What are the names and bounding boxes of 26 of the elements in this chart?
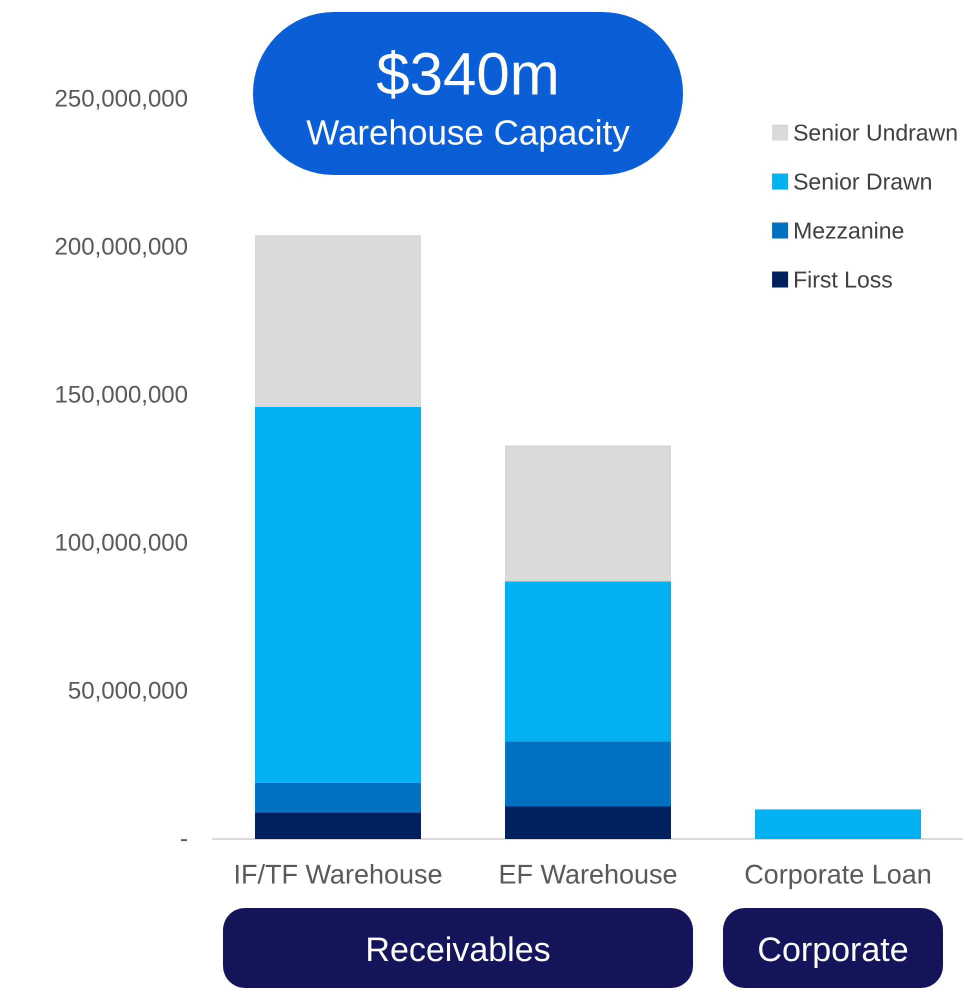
y-tick-label: 250,000,000 <box>54 86 188 112</box>
y-tick-label: - <box>180 826 188 852</box>
chart-subtitle: Warehouse Capacity <box>306 114 630 152</box>
y-tick-label: 50,000,000 <box>68 678 188 704</box>
text: Receivables <box>365 931 551 969</box>
bar <box>255 406 421 783</box>
text: Corporate <box>757 931 909 969</box>
bar <box>255 782 421 812</box>
legend-label: Senior Undrawn <box>793 120 958 146</box>
bar <box>505 806 671 839</box>
y-tick-label: 200,000,000 <box>54 234 188 260</box>
y-tick-label: 150,000,000 <box>54 382 188 408</box>
x-tick-label: EF Warehouse <box>498 860 678 890</box>
bar <box>505 581 671 742</box>
x-tick-label: IF/TF Warehouse <box>233 860 443 890</box>
legend-label: First Loss <box>793 266 893 292</box>
bar <box>505 741 671 806</box>
bar <box>255 812 421 839</box>
legend-label: Mezzanine <box>793 218 904 244</box>
y-tick-label: 100,000,000 <box>54 530 188 556</box>
legend-label: Senior Drawn <box>793 168 932 194</box>
chart-title: $340m <box>376 40 560 108</box>
bar <box>755 809 921 839</box>
bar <box>505 445 671 582</box>
x-tick-label: Corporate Loan <box>744 860 932 890</box>
bar <box>255 235 421 407</box>
